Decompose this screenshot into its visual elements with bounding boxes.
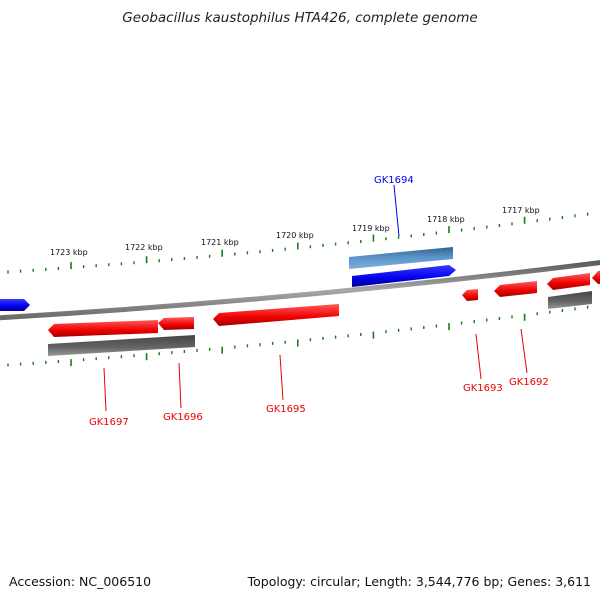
gene-label-gk1696[interactable]: GK1696 xyxy=(163,412,203,423)
gene-arrow-gk1697[interactable] xyxy=(48,320,158,337)
genome-summary-text: Topology: circular; Length: 3,544,776 bp… xyxy=(247,574,591,589)
accession-text: Accession: NC_006510 xyxy=(9,574,152,589)
gene-arrow-gk1696[interactable] xyxy=(158,317,194,330)
tick-label: 1723 kbp xyxy=(50,248,88,257)
gene-arrow-gk1697-shadow[interactable] xyxy=(48,335,195,356)
gene-arrow-reverse-shadow[interactable] xyxy=(548,291,592,309)
map-title: Geobacillus kaustophilus HTA426, complet… xyxy=(122,10,478,26)
gene-arrow-gk1692[interactable] xyxy=(494,281,537,297)
tick-label: 1721 kbp xyxy=(201,238,239,247)
inner-scale-ring xyxy=(7,305,589,367)
gene-label-gk1694[interactable]: GK1694 xyxy=(374,175,414,186)
tick-label: 1719 kbp xyxy=(352,224,390,233)
genome-backbone xyxy=(0,260,600,321)
tick-label: 1717 kbp xyxy=(502,206,540,215)
label-leaders xyxy=(103,184,528,412)
forward-strand-genes xyxy=(0,247,456,311)
tick-label: 1720 kbp xyxy=(276,231,314,240)
gene-labels: GK1694 GK1697 GK1696 GK1695 GK1693 GK169… xyxy=(89,175,549,428)
gene-arrow-gk1694[interactable] xyxy=(352,265,456,287)
gene-arrow-forward[interactable] xyxy=(0,299,30,311)
gene-label-gk1695[interactable]: GK1695 xyxy=(266,404,306,415)
gene-arrow-gk1694-highlight[interactable] xyxy=(349,247,453,269)
gene-label-gk1692[interactable]: GK1692 xyxy=(509,377,549,388)
reverse-strand-genes xyxy=(48,270,600,356)
tick-label: 1722 kbp xyxy=(125,243,163,252)
tick-label: 1718 kbp xyxy=(427,215,465,224)
outer-scale-ring xyxy=(7,212,589,274)
gene-arrow-gk1695[interactable] xyxy=(213,304,339,326)
gene-arrow-reverse[interactable] xyxy=(592,270,600,284)
gene-arrow-reverse[interactable] xyxy=(547,273,590,290)
gene-arrow-gk1693[interactable] xyxy=(462,289,478,301)
scale-labels: 1723 kbp 1722 kbp 1721 kbp 1720 kbp 1719… xyxy=(50,206,540,257)
gene-label-gk1697[interactable]: GK1697 xyxy=(89,417,129,428)
gene-label-gk1693[interactable]: GK1693 xyxy=(463,383,503,394)
